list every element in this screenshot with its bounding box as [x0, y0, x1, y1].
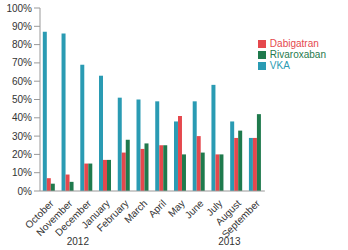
svg-text:20%: 20% [12, 149, 32, 160]
svg-text:70%: 70% [12, 57, 32, 68]
svg-text:May: May [166, 198, 187, 219]
svg-text:0%: 0% [18, 186, 33, 197]
svg-text:40%: 40% [12, 112, 32, 123]
svg-text:100%: 100% [8, 3, 32, 14]
svg-text:April: April [146, 198, 168, 220]
svg-text:50%: 50% [12, 94, 32, 105]
svg-text:June: June [183, 197, 206, 220]
svg-text:60%: 60% [12, 76, 32, 87]
svg-text:10%: 10% [12, 167, 32, 178]
svg-text:90%: 90% [12, 21, 32, 32]
svg-text:80%: 80% [12, 39, 32, 50]
svg-text:30%: 30% [12, 131, 32, 142]
svg-text:September: September [220, 197, 263, 240]
